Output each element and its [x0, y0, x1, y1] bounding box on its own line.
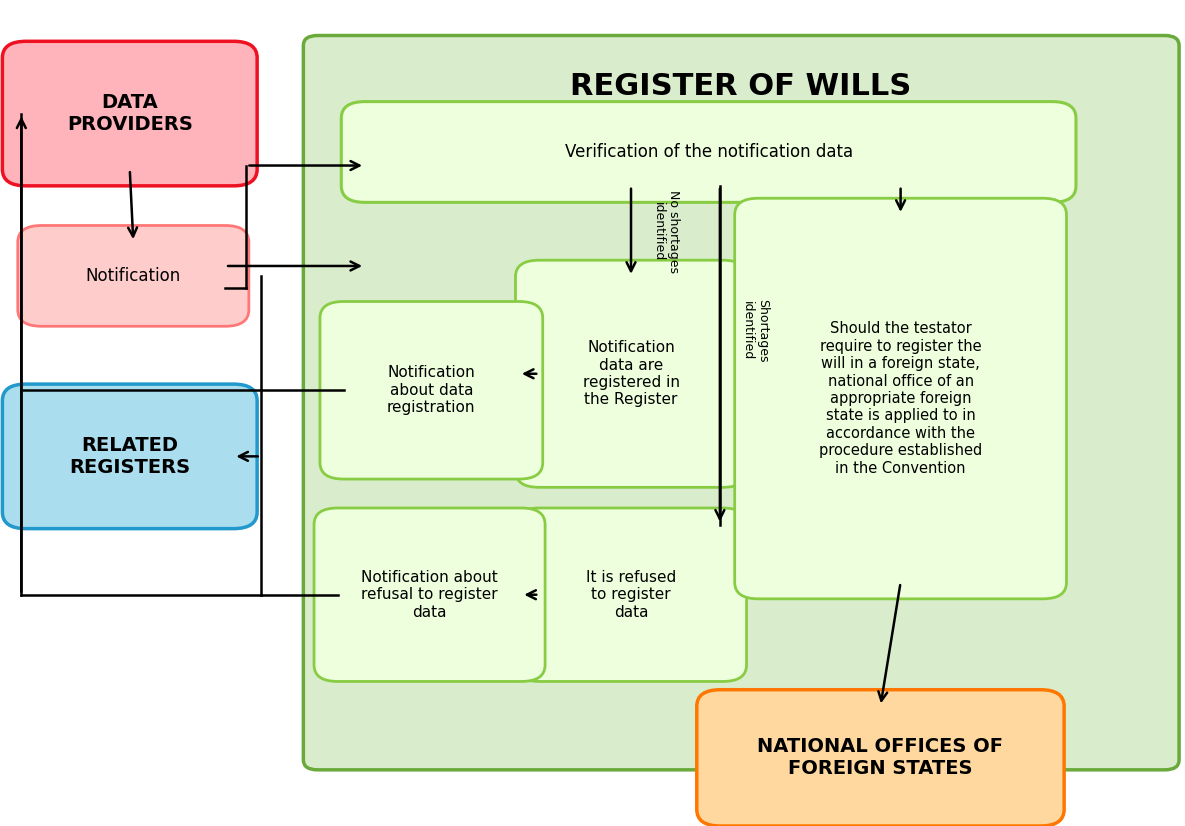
FancyBboxPatch shape	[303, 36, 1179, 770]
Text: No shortages
identified: No shortages identified	[652, 190, 680, 273]
FancyBboxPatch shape	[314, 508, 545, 681]
FancyBboxPatch shape	[341, 102, 1076, 202]
Text: Verification of the notification data: Verification of the notification data	[564, 143, 853, 161]
Text: NATIONAL OFFICES OF
FOREIGN STATES: NATIONAL OFFICES OF FOREIGN STATES	[757, 738, 1004, 778]
Text: RELATED
REGISTERS: RELATED REGISTERS	[69, 436, 191, 477]
Text: DATA
PROVIDERS: DATA PROVIDERS	[66, 93, 193, 134]
FancyBboxPatch shape	[18, 225, 249, 326]
FancyBboxPatch shape	[515, 260, 747, 487]
FancyBboxPatch shape	[2, 384, 257, 529]
Text: Should the testator
require to register the
will in a foreign state,
national of: Should the testator require to register …	[819, 321, 982, 476]
FancyBboxPatch shape	[320, 301, 543, 479]
Text: Notification about
refusal to register
data: Notification about refusal to register d…	[361, 570, 498, 620]
Text: Notification: Notification	[85, 267, 181, 285]
FancyBboxPatch shape	[2, 41, 257, 186]
FancyBboxPatch shape	[697, 690, 1064, 826]
FancyBboxPatch shape	[735, 198, 1066, 599]
FancyBboxPatch shape	[515, 508, 747, 681]
Text: It is refused
to register
data: It is refused to register data	[585, 570, 677, 620]
Text: Shortages
identified: Shortages identified	[742, 299, 769, 362]
Text: Notification
data are
registered in
the Register: Notification data are registered in the …	[583, 340, 679, 407]
Text: Notification
about data
registration: Notification about data registration	[387, 365, 475, 415]
Text: REGISTER OF WILLS: REGISTER OF WILLS	[570, 72, 911, 102]
